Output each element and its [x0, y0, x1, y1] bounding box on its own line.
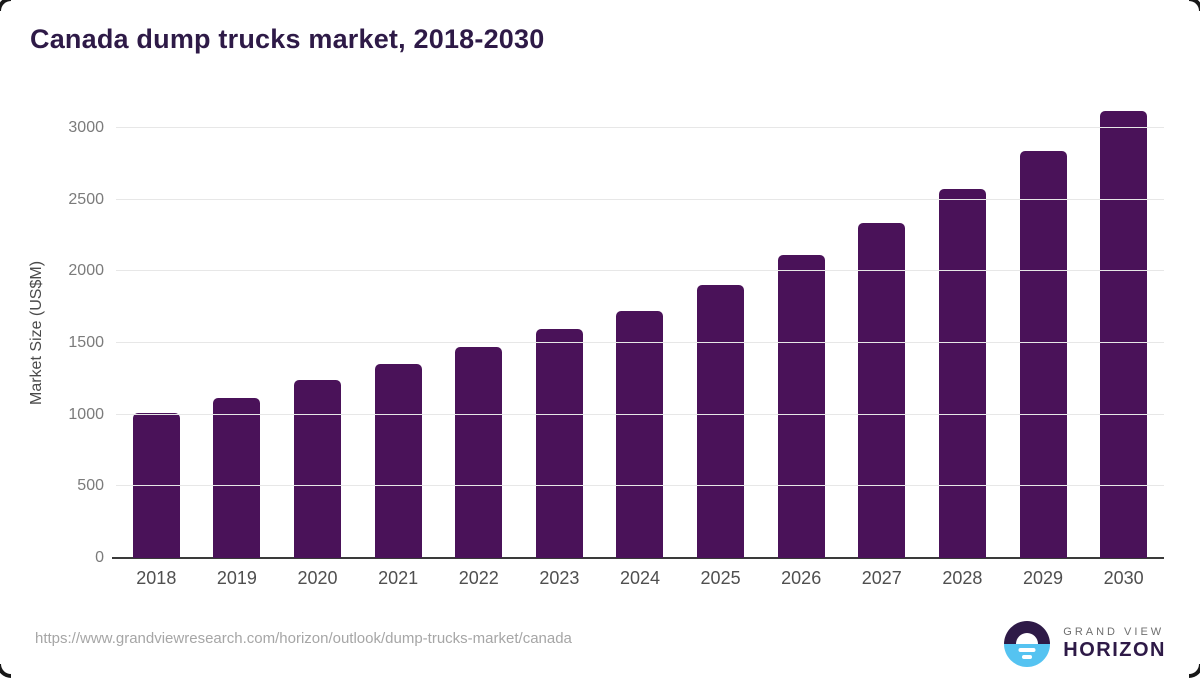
- x-label-2027: 2027: [861, 568, 902, 588]
- x-label-2021: 2021: [378, 568, 419, 588]
- bar-2026: [777, 254, 825, 558]
- y-tick-label-3000: 3000: [68, 119, 104, 136]
- x-axis-labels: 2018 2019 2020 2021 2022 2023 2024 2025 2026 2027…: [116, 568, 1164, 589]
- y-tick-label-500: 500: [77, 477, 104, 495]
- logo-text-grand-view: GRAND VIEW: [1063, 626, 1165, 639]
- horizon-sun-icon: [1004, 621, 1051, 667]
- x-label-2019: 2019: [216, 568, 257, 588]
- bar-slot-2029: [1003, 128, 1084, 558]
- bar-2029: [1019, 150, 1067, 558]
- frame-corner-bottom-right: [1189, 664, 1200, 678]
- y-tick-label-0: 0: [95, 549, 104, 566]
- gridline-500: [116, 485, 1164, 487]
- x-label-2025: 2025: [700, 568, 741, 588]
- bar-2030: [1100, 110, 1148, 558]
- bar-slot-2027: [841, 128, 922, 558]
- y-tick-label-1000: 1000: [68, 405, 104, 423]
- gridline-3000: [116, 127, 1164, 128]
- gridline-2000: [116, 270, 1164, 272]
- bar-2022: [455, 347, 503, 558]
- bars-row: [116, 110, 1164, 558]
- logo-text-horizon: HORIZON: [1063, 638, 1166, 661]
- x-label-2024: 2024: [619, 568, 660, 588]
- frame-corner-top-left: [0, 0, 11, 11]
- x-label-2022: 2022: [458, 568, 499, 588]
- bar-slot-2019: [197, 128, 278, 558]
- bar-2019: [213, 398, 261, 558]
- bar-2025: [697, 284, 745, 558]
- bar-2024: [616, 310, 664, 558]
- y-axis-title: Market Size (US$M): [28, 260, 45, 406]
- grand-view-horizon-logo: GRAND VIEW HORIZON: [1004, 621, 1166, 667]
- bar-2023: [535, 329, 583, 558]
- bar-slot-2023: [519, 128, 600, 558]
- x-axis-line: [112, 557, 1164, 559]
- x-label-2020: 2020: [297, 568, 338, 588]
- frame-corner-top-right: [1189, 0, 1200, 11]
- bar-slot-2022: [438, 128, 519, 558]
- bar-slot-2024: [600, 128, 681, 558]
- bar-2021: [374, 363, 422, 558]
- bar-2020: [294, 380, 342, 558]
- bar-slot-2018: [116, 128, 197, 558]
- x-label-2030: 2030: [1103, 568, 1144, 588]
- bar-slot-2030: [1083, 110, 1164, 558]
- plot-area: 2018 2019 2020 2021 2022 2023 2024 2025 2026 2027…: [68, 110, 1164, 588]
- x-label-2028: 2028: [942, 568, 983, 588]
- source-url: https://www.grandviewresearch.com/horizo…: [35, 630, 572, 647]
- gridline-1000: [116, 413, 1164, 415]
- frame-corner-bottom-left: [0, 664, 11, 678]
- x-label-2029: 2029: [1022, 568, 1064, 588]
- x-label-2018: 2018: [136, 568, 177, 588]
- y-tick-label-2500: 2500: [68, 190, 104, 208]
- x-label-2023: 2023: [539, 568, 580, 588]
- x-label-2026: 2026: [781, 568, 822, 588]
- y-tick-label-1500: 1500: [68, 334, 104, 351]
- bar-2027: [858, 223, 906, 558]
- gridline-1500: [116, 342, 1164, 343]
- bar-slot-2026: [761, 128, 842, 558]
- gridline-2500: [116, 198, 1164, 200]
- bar-2028: [938, 188, 986, 558]
- y-tick-label-2000: 2000: [68, 262, 104, 280]
- bar-slot-2021: [358, 128, 439, 558]
- bar-slot-2020: [277, 128, 358, 558]
- chart-title: Canada dump trucks market, 2018-2030: [30, 24, 545, 54]
- bar-slot-2028: [922, 128, 1003, 558]
- bar-slot-2025: [680, 128, 761, 558]
